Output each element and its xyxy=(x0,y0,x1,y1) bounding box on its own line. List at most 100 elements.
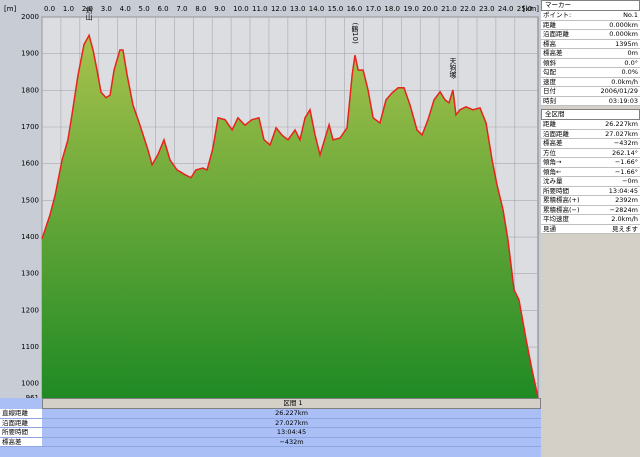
x-tick-label: 19.0 xyxy=(403,5,419,13)
total-row: 沈み量 −0m xyxy=(541,177,640,187)
marker-value: 0.000km xyxy=(609,30,638,38)
marker-value: 0.0° xyxy=(624,58,638,67)
y-tick-label: 1500 xyxy=(21,196,39,204)
marker-label: 日付 xyxy=(543,87,556,95)
x-tick-label: 4.0 xyxy=(120,5,131,13)
total-value: −1.66° xyxy=(614,158,638,166)
section-panel: 区間 1 直線距離 26.227km 沿面距離 27.027km 所要時間 13:04:45… xyxy=(0,398,541,457)
marker-row: 距離 0.000km xyxy=(541,20,640,30)
y-tick-label: 1300 xyxy=(21,270,39,278)
total-value: 27.027km xyxy=(605,129,638,138)
x-tick-label: 12.0 xyxy=(271,5,287,13)
total-label: 平均速度 xyxy=(543,215,569,223)
side-panel: マーカー ポイント: No.1 距離 0.000km 沿面距離 0.000km 標高 1395m… xyxy=(541,0,640,457)
section-title: 区間 1 xyxy=(42,398,541,409)
total-label: 累積標高(−) xyxy=(543,205,580,214)
section-value: −432m xyxy=(279,437,304,446)
total-row: 傾角← −1.66° xyxy=(541,167,640,177)
x-tick-label: 9.0 xyxy=(214,5,225,13)
marker-row: 標高差 0m xyxy=(541,49,640,59)
total-row: 平均速度 2.0km/h xyxy=(541,215,640,225)
y-tick-label: 1600 xyxy=(21,160,39,168)
section-value: 26.227km xyxy=(275,409,308,417)
marker-value: 0m xyxy=(627,49,638,57)
total-value: −2824m xyxy=(609,205,638,214)
total-label: 標高差 xyxy=(543,139,563,147)
x-tick-label: 13.0 xyxy=(290,5,306,13)
area-fill xyxy=(42,35,538,399)
x-tick-label: 1.0 xyxy=(63,5,74,13)
total-value: 262.14° xyxy=(612,148,638,157)
total-value: 13:04:45 xyxy=(608,186,638,195)
marker-row: 勾配 0.0% xyxy=(541,68,640,78)
x-tick-label: 16.0 xyxy=(347,5,363,13)
marker-label: 標高差 xyxy=(543,49,563,57)
marker-value: 0.000km xyxy=(609,20,638,29)
x-tick-label: 14.0 xyxy=(309,5,325,13)
marker-value: 03:19:03 xyxy=(608,96,638,105)
y-tick-label: 2000 xyxy=(21,13,39,21)
marker-label: 時刻 xyxy=(543,96,556,105)
section-label: 標高差 xyxy=(0,437,42,446)
total-row: 沿面距離 27.027km xyxy=(541,129,640,139)
total-label: 沈み量 xyxy=(543,177,563,185)
marker-row: 標高 1395m xyxy=(541,39,640,49)
marker-value: 2006/01/29 xyxy=(600,87,638,95)
y-tick-label: 1700 xyxy=(21,123,39,131)
marker-row: 速度 0.0km/h xyxy=(541,77,640,87)
chart: [m] [km] 961 1000 1100 1200 1300 1400 1500 1600… xyxy=(0,0,541,400)
y-axis-label: [m] xyxy=(4,5,17,13)
total-label: 傾角→ xyxy=(543,158,562,166)
section-label: 直線距離 xyxy=(0,409,42,418)
total-value: 2.0km/h xyxy=(611,215,638,223)
x-tick-label: 24.0 xyxy=(498,5,514,13)
marker-label: 標高 xyxy=(543,39,556,48)
section-value: 13:04:45 xyxy=(276,428,307,436)
total-row: 標高差 −432m xyxy=(541,139,640,149)
section-label: 沿面距離 xyxy=(0,418,42,427)
total-label: 累積標高(+) xyxy=(543,196,580,204)
marker-label: ポイント: xyxy=(543,11,572,19)
annotation: (鶴10) xyxy=(351,22,359,44)
x-tick-label: 0.0 xyxy=(44,5,55,13)
x-axis-label: [km] xyxy=(523,5,540,13)
total-value: 26.227km xyxy=(605,120,638,128)
x-tick-label: 8.0 xyxy=(195,5,206,13)
profile-line xyxy=(41,33,539,398)
marker-row: 沿面距離 0.000km xyxy=(541,30,640,40)
total-value: −0m xyxy=(622,177,638,185)
section-row: 所要時間 13:04:45 xyxy=(0,428,541,438)
x-tick-label: 11.0 xyxy=(252,5,268,13)
y-tick-label: 961 xyxy=(26,394,39,400)
total-value: 2392m xyxy=(615,196,638,204)
total-label: 所要時間 xyxy=(543,186,569,195)
section-row: 直線距離 26.227km xyxy=(0,409,541,419)
total-label: 傾角← xyxy=(543,167,562,176)
y-tick-label: 1800 xyxy=(21,86,39,94)
total-label: 見通 xyxy=(543,224,556,233)
x-tick-label: 6.0 xyxy=(157,5,168,13)
section-value: 27.027km xyxy=(275,418,308,427)
total-row: 方位 262.14° xyxy=(541,148,640,158)
x-tick-label: 18.0 xyxy=(384,5,400,13)
total-row: 累積標高(−) −2824m xyxy=(541,205,640,215)
marker-label: 速度 xyxy=(543,77,556,86)
x-tick-label: 22.0 xyxy=(460,5,476,13)
x-tick-label: 15.0 xyxy=(328,5,344,13)
marker-label: 傾斜 xyxy=(543,58,556,67)
marker-value: 0.0% xyxy=(621,68,638,76)
total-label: 方位 xyxy=(543,148,556,157)
x-tick-label: 20.0 xyxy=(422,5,438,13)
x-tick-label: 21.0 xyxy=(441,5,457,13)
x-tick-label: 3.0 xyxy=(101,5,112,13)
marker-label: 距離 xyxy=(543,20,556,29)
total-row: 見通 見えます xyxy=(541,224,640,234)
marker-label: 勾配 xyxy=(543,68,556,76)
x-tick-label: 10.0 xyxy=(233,5,249,13)
total-value: −432m xyxy=(613,139,638,147)
y-tick-label: 1100 xyxy=(21,343,39,351)
marker-row: 傾斜 0.0° xyxy=(541,58,640,68)
total-label: 距離 xyxy=(543,120,556,128)
total-row: 所要時間 13:04:45 xyxy=(541,186,640,196)
